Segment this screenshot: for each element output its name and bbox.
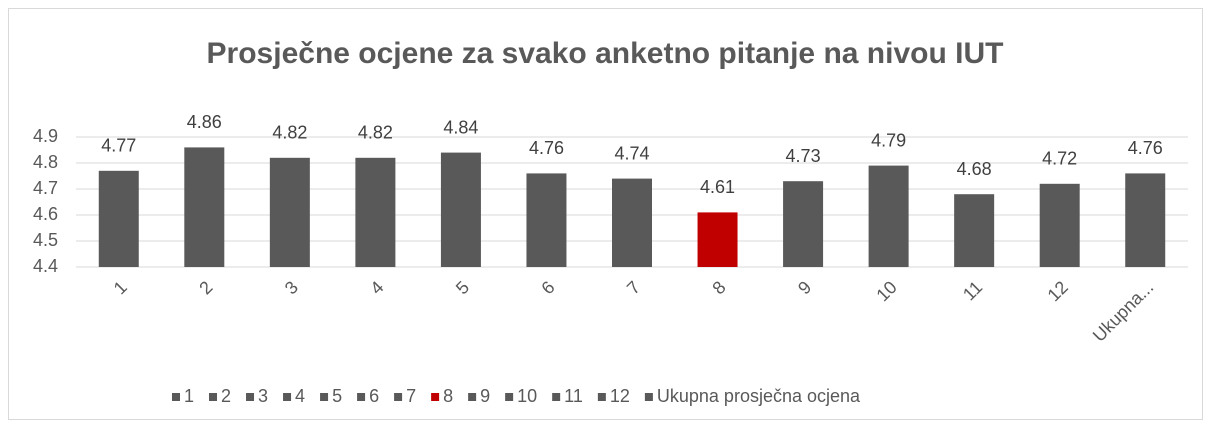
y-tick-label: 4.7	[33, 178, 58, 198]
legend-swatch	[172, 393, 180, 401]
data-label: 4.61	[700, 177, 735, 197]
bar	[440, 152, 481, 267]
legend-swatch	[431, 393, 440, 401]
legend-label: 1	[184, 386, 194, 406]
data-label: 4.82	[272, 123, 307, 143]
bar	[269, 157, 310, 267]
legend-label: 12	[610, 386, 630, 406]
legend-label: 9	[480, 386, 490, 406]
data-label: 4.84	[443, 117, 478, 137]
data-label: 4.77	[101, 136, 136, 156]
legend-swatch	[468, 393, 477, 401]
data-label: 4.68	[957, 159, 992, 179]
y-tick-label: 4.6	[33, 204, 58, 224]
data-label: 4.82	[358, 123, 393, 143]
legend-label: 2	[221, 386, 231, 406]
bar	[868, 165, 909, 267]
legend-swatch	[357, 393, 366, 401]
bar	[355, 157, 396, 267]
bar	[783, 181, 824, 267]
legend-label: 3	[258, 386, 268, 406]
y-tick-label: 4.9	[33, 126, 58, 146]
data-label: 4.73	[786, 146, 821, 166]
legend-label: 10	[517, 386, 537, 406]
legend-label: 6	[369, 386, 379, 406]
legend-swatch	[320, 393, 329, 401]
legend-swatch	[246, 393, 255, 401]
data-label: 4.76	[1128, 138, 1163, 158]
chart-title: Prosječne ocjene za svako anketno pitanj…	[207, 37, 1004, 70]
data-label: 4.86	[187, 112, 222, 132]
legend-label: 4	[295, 386, 305, 406]
bar	[184, 147, 225, 267]
legend-label: 8	[443, 386, 453, 406]
legend-swatch	[394, 393, 403, 401]
legend-swatch	[283, 393, 292, 401]
legend-label: Ukupna prosječna ocjena	[657, 386, 861, 406]
data-label: 4.76	[529, 138, 564, 158]
bar	[1125, 173, 1166, 267]
data-label: 4.74	[614, 143, 649, 163]
legend-swatch	[505, 393, 514, 401]
legend-swatch	[552, 393, 561, 401]
y-tick-label: 4.4	[33, 256, 58, 276]
data-label: 4.79	[871, 130, 906, 150]
bar	[1039, 183, 1080, 267]
legend-label: 7	[406, 386, 416, 406]
legend-label: 11	[564, 386, 583, 406]
legend-label: 5	[332, 386, 342, 406]
bar	[612, 178, 652, 267]
bar	[526, 173, 567, 267]
y-tick-label: 4.8	[33, 152, 58, 172]
y-tick-label: 4.5	[33, 230, 58, 250]
bar	[98, 170, 139, 267]
bar	[697, 212, 738, 267]
legend-swatch	[644, 393, 653, 401]
data-label: 4.72	[1042, 149, 1077, 169]
bar	[954, 194, 995, 267]
legend-swatch	[209, 393, 218, 401]
legend-swatch	[597, 393, 606, 401]
